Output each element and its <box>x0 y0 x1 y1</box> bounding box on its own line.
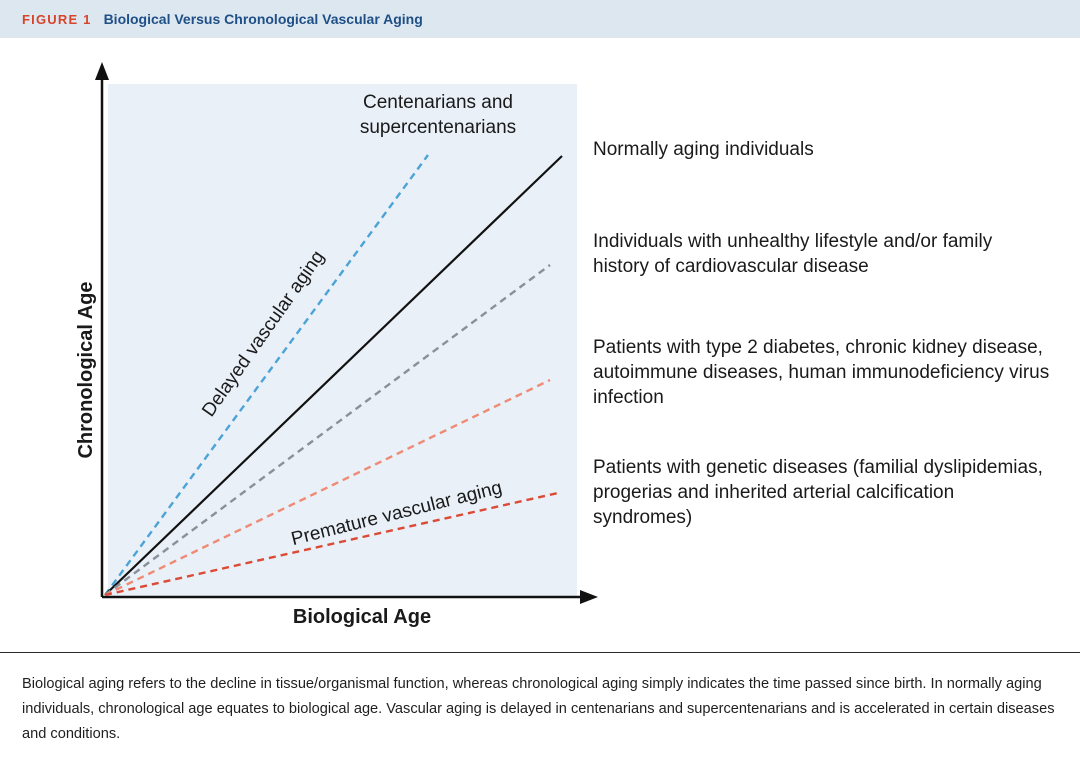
normal-aging-line <box>104 155 563 596</box>
category-genetic-disease: Patients with genetic diseases (familial… <box>593 457 1043 528</box>
unhealthy-lifestyle-line <box>104 264 551 596</box>
y-axis-label: Chronological Age <box>75 281 97 458</box>
chronic-disease-line <box>104 378 551 597</box>
caption-divider <box>0 652 1080 653</box>
figure-number: FIGURE 1 <box>22 11 92 27</box>
genetic-disease-line <box>104 491 559 597</box>
category-normal: Normally aging individuals <box>593 139 814 160</box>
y-axis-arrow-icon <box>95 62 109 80</box>
figure-title: Biological Versus Chronological Vascular… <box>103 11 423 27</box>
x-axis-arrow-icon <box>580 590 598 604</box>
figure-header: FIGURE 1 Biological Versus Chronological… <box>0 0 1080 38</box>
aging-diagram: Chronological Age Biological Age Delayed… <box>75 62 598 628</box>
figure-caption: Biological aging refers to the decline i… <box>22 676 1055 742</box>
centenarians-label: Centenarians and supercentenarians <box>359 92 517 138</box>
category-chronic-disease: Patients with type 2 diabetes, chronic k… <box>593 337 1050 408</box>
delayed-aging-line <box>104 154 429 596</box>
plot-panel <box>108 84 577 597</box>
x-axis-label: Biological Age <box>293 606 431 628</box>
category-unhealthy-lifestyle: Individuals with unhealthy lifestyle and… <box>593 231 993 277</box>
